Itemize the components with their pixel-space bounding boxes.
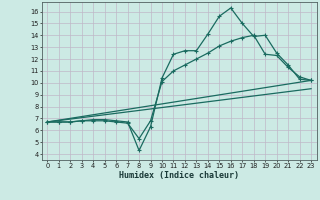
X-axis label: Humidex (Indice chaleur): Humidex (Indice chaleur): [119, 171, 239, 180]
